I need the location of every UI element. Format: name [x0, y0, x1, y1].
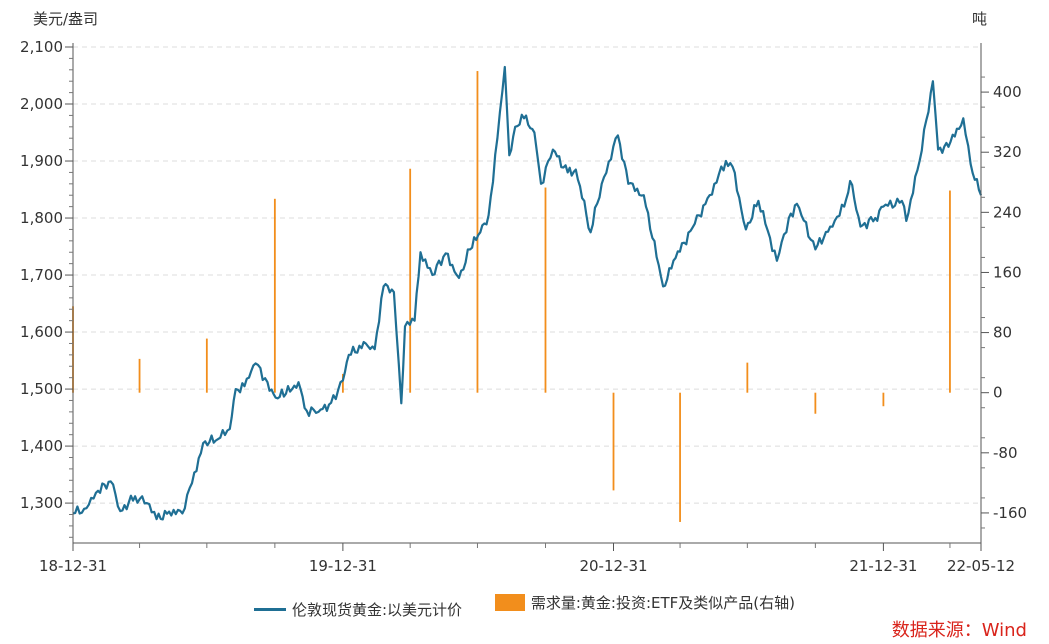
right-tick-label: -160	[993, 504, 1027, 522]
etf-bar	[273, 198, 276, 393]
legend-swatch-line	[254, 608, 286, 611]
right-tick-label: 240	[993, 203, 1022, 221]
right-tick-label: 160	[993, 263, 1022, 281]
etf-bar	[544, 187, 547, 393]
data-source: 数据来源：Wind	[891, 620, 1027, 641]
legend-swatch-box	[494, 594, 525, 611]
left-tick-label: 1,500	[20, 380, 63, 398]
x-tick-label: 21-12-31	[849, 557, 917, 575]
left-tick-label: 1,800	[20, 209, 63, 227]
etf-bar	[882, 392, 885, 407]
left-tick-label: 1,400	[20, 437, 63, 455]
right-tick-label: 80	[993, 324, 1012, 342]
axes	[65, 43, 989, 551]
etf-bar	[476, 71, 479, 393]
x-tick-label: 20-12-31	[579, 557, 647, 575]
legend: 伦敦现货黄金:以美元计价 需求量:黄金:投资:ETF及类似产品(右轴)	[0, 592, 1049, 620]
legend-item-price: 伦敦现货黄金:以美元计价	[254, 599, 462, 620]
etf-bar	[746, 362, 749, 393]
left-tick-label: 2,100	[20, 38, 63, 56]
left-axis-title: 美元/盎司	[33, 10, 99, 28]
gridlines	[73, 46, 981, 504]
etf-bar	[949, 190, 951, 393]
etf-bar	[814, 392, 817, 414]
x-tick-label: 19-12-31	[309, 557, 377, 575]
left-tick-label: 1,900	[20, 152, 63, 170]
x-tick-label: 18-12-31	[39, 557, 107, 575]
gold-price-line	[72, 65, 983, 521]
tick-labels: 1,300 1,400 1,500 1,600 1,700 1,800 1,900 2,000…	[20, 38, 1027, 575]
etf-bar	[138, 358, 141, 393]
left-tick-label: 1,300	[20, 494, 63, 512]
left-tick-label: 1,600	[20, 323, 63, 341]
x-tick-label: 22-05-12	[947, 557, 1015, 575]
right-tick-label: 0	[993, 384, 1003, 402]
left-tick-label: 2,000	[20, 95, 63, 113]
etf-bar	[679, 392, 681, 522]
right-tick-label: 320	[993, 143, 1022, 161]
right-tick-label: -80	[993, 444, 1018, 462]
right-axis-title: 吨	[972, 10, 988, 28]
etf-bar	[205, 338, 208, 393]
legend-label-price: 伦敦现货黄金:以美元计价	[292, 601, 463, 619]
legend-item-etf: 需求量:黄金:投资:ETF及类似产品(右轴)	[494, 592, 795, 613]
legend-label-etf: 需求量:黄金:投资:ETF及类似产品(右轴)	[530, 594, 795, 612]
etf-bar	[612, 392, 615, 491]
etf-demand-bars	[72, 71, 951, 522]
etf-bar	[409, 168, 412, 393]
left-tick-label: 1,700	[20, 266, 63, 284]
etf-bar	[341, 373, 344, 393]
right-tick-label: 400	[993, 83, 1022, 101]
